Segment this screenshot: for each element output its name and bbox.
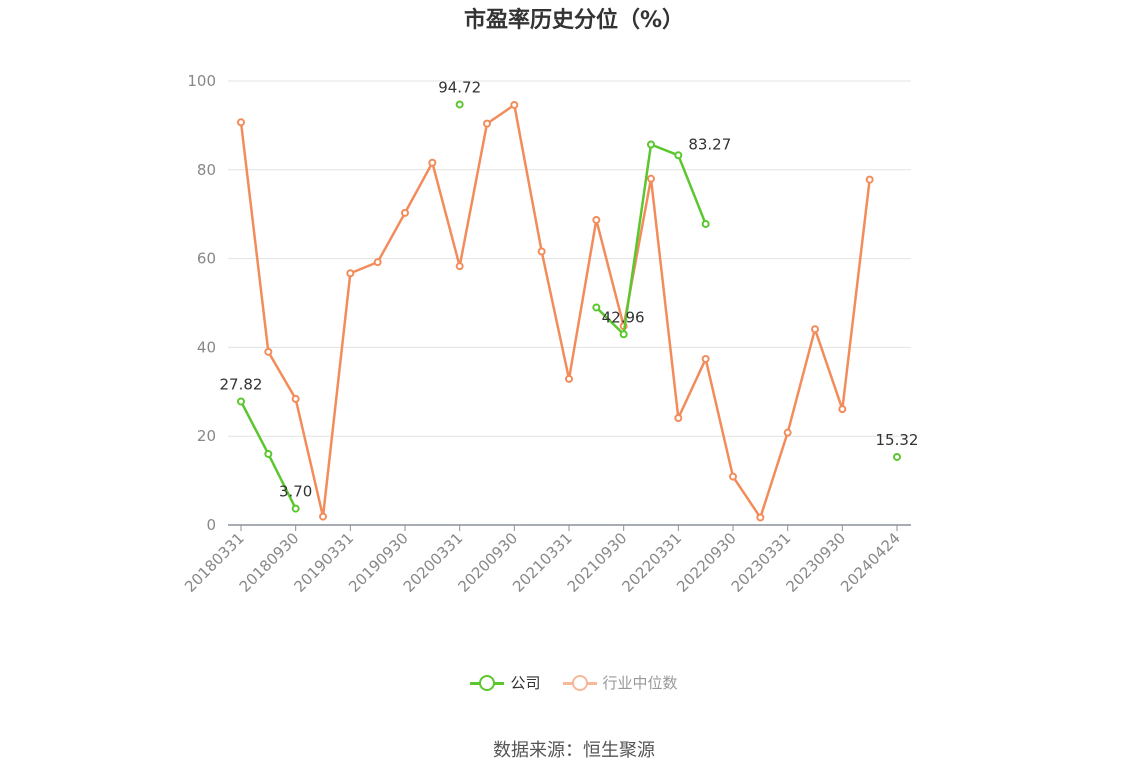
data-label-20240424: 15.32 xyxy=(876,431,919,449)
series-line-0-seg-2 xyxy=(595,143,707,336)
legend-swatch-company xyxy=(470,674,505,691)
chart-title: 市盈率历史分位（%） xyxy=(463,8,685,33)
legend-dot-company xyxy=(479,674,496,691)
data-label-20210930: 42.96 xyxy=(602,308,645,326)
point-industry-20220630 xyxy=(701,354,710,363)
point-company-20220630 xyxy=(701,219,710,228)
point-industry-20231231 xyxy=(865,175,874,184)
point-industry-20190630 xyxy=(373,258,382,267)
legend-label-industry: 行业中位数 xyxy=(602,674,678,692)
x-tick-label-20240424: 20240424 xyxy=(837,529,904,596)
point-industry-20180331 xyxy=(237,118,245,127)
point-industry-20220930 xyxy=(729,472,737,481)
point-company-20210930 xyxy=(619,330,628,339)
point-industry-20230630 xyxy=(811,325,819,334)
point-company-20180331 xyxy=(237,397,245,406)
point-company-20211231 xyxy=(647,140,655,149)
point-industry-20200930 xyxy=(510,100,519,109)
y-tick-label-100: 100 xyxy=(187,72,216,90)
point-industry-20190930 xyxy=(401,208,409,217)
point-industry-20221231 xyxy=(756,513,765,522)
point-industry-20230331 xyxy=(783,428,792,437)
data-label-20180331: 27.82 xyxy=(220,375,263,393)
point-company-20220331 xyxy=(674,151,683,160)
point-company-20180630 xyxy=(264,449,273,458)
y-tick-label-80: 80 xyxy=(197,161,216,179)
grid-lines xyxy=(228,80,911,437)
data-label-20220331: 83.27 xyxy=(688,135,731,153)
point-industry-20230930 xyxy=(838,405,847,414)
point-industry-20181231 xyxy=(319,512,327,521)
legend-item-company[interactable]: 公司 xyxy=(470,672,541,693)
point-industry-20191231 xyxy=(428,158,437,167)
legend: 公司 行业中位数 xyxy=(0,672,1148,693)
series xyxy=(237,100,901,522)
legend-dot-industry xyxy=(571,674,588,691)
point-industry-20211231 xyxy=(647,174,655,183)
point-industry-20200331 xyxy=(455,262,464,271)
axes: 0204060801002018033120180930201903312019… xyxy=(181,72,911,596)
data-labels: 27.82 3.70 94.72 42.96 83.27 15.32 xyxy=(220,78,919,500)
point-company-20200331 xyxy=(455,100,464,109)
point-company-20210630 xyxy=(592,303,601,312)
point-company-20240424 xyxy=(893,452,901,461)
point-industry-20220331 xyxy=(674,413,683,422)
point-industry-20210331 xyxy=(565,374,573,383)
data-label-20180930: 3.70 xyxy=(279,483,312,501)
point-industry-20180630 xyxy=(264,347,273,356)
point-industry-20201231 xyxy=(537,247,546,256)
data-source: 数据来源：恒生聚源 xyxy=(493,740,655,761)
series-line-1-seg-0 xyxy=(239,103,871,519)
y-tick-label-20: 20 xyxy=(197,427,216,445)
point-industry-20200630 xyxy=(483,119,491,128)
data-label-20200331: 94.72 xyxy=(438,78,481,96)
point-company-20180930 xyxy=(291,504,300,513)
legend-label-company: 公司 xyxy=(510,674,541,692)
y-tick-label-0: 0 xyxy=(206,516,216,534)
point-industry-20180930 xyxy=(291,394,300,403)
legend-swatch-industry xyxy=(562,674,597,691)
point-industry-20190331 xyxy=(346,269,355,278)
y-tick-label-60: 60 xyxy=(197,250,216,268)
y-tick-label-40: 40 xyxy=(197,338,216,356)
legend-item-industry[interactable]: 行业中位数 xyxy=(562,672,678,693)
point-industry-20210630 xyxy=(592,215,601,224)
